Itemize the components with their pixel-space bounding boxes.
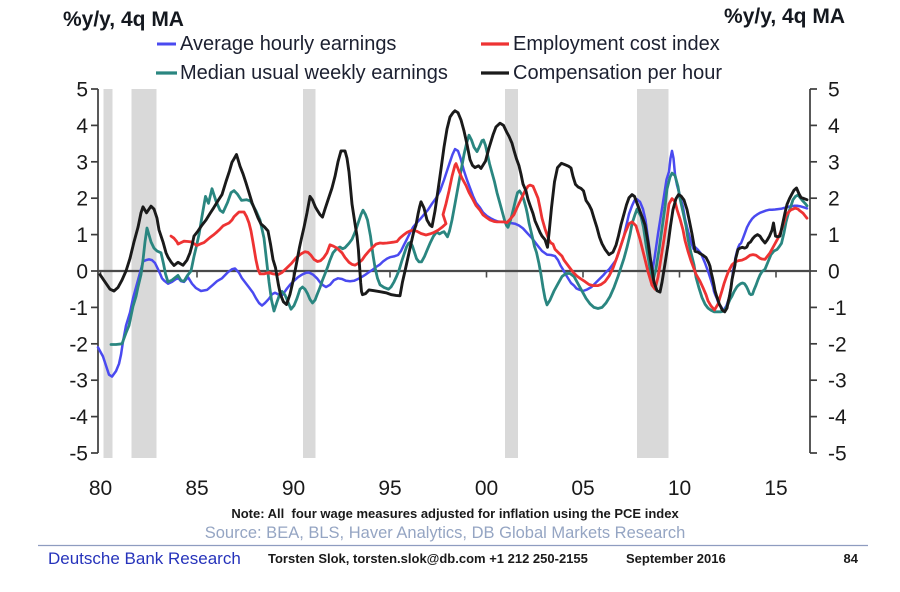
svg-text:%y/y, 4q MA: %y/y, 4q MA (63, 8, 184, 31)
svg-text:5: 5 (828, 79, 840, 102)
svg-text:-1: -1 (69, 297, 88, 320)
svg-text:4: 4 (76, 115, 88, 138)
svg-text:3: 3 (76, 151, 88, 174)
svg-text:05: 05 (571, 477, 594, 500)
svg-text:0: 0 (76, 261, 88, 284)
svg-text:%y/y, 4q MA: %y/y, 4q MA (724, 5, 845, 28)
svg-text:10: 10 (668, 477, 691, 500)
svg-text:September 2016: September 2016 (626, 551, 726, 566)
svg-text:Source: BEA, BLS, Haver Analyt: Source: BEA, BLS, Haver Analytics, DB Gl… (205, 524, 686, 542)
svg-text:-2: -2 (828, 333, 847, 356)
svg-text:90: 90 (282, 477, 305, 500)
svg-text:Compensation per hour: Compensation per hour (513, 62, 722, 84)
svg-text:-1: -1 (828, 297, 847, 320)
svg-text:-4: -4 (828, 406, 847, 429)
svg-text:Note: All four wage measures: Note: All four wage measures adjusted fo… (231, 506, 679, 521)
svg-text:2: 2 (76, 188, 88, 211)
svg-text:Employment cost index: Employment cost index (513, 33, 720, 55)
svg-text:-5: -5 (828, 443, 847, 466)
svg-text:-4: -4 (69, 406, 88, 429)
svg-text:Average hourly earnings: Average hourly earnings (180, 33, 396, 55)
svg-text:2: 2 (828, 188, 840, 211)
svg-text:80: 80 (89, 477, 112, 500)
svg-text:Torsten Slok, torsten.slok@db.: Torsten Slok, torsten.slok@db.com +1 212… (268, 551, 588, 566)
svg-text:4: 4 (828, 115, 840, 138)
svg-text:-5: -5 (69, 443, 88, 466)
svg-text:0: 0 (828, 261, 840, 284)
svg-text:-3: -3 (828, 370, 847, 393)
svg-text:1: 1 (76, 224, 88, 247)
svg-text:95: 95 (378, 477, 401, 500)
svg-text:15: 15 (764, 477, 787, 500)
svg-text:3: 3 (828, 151, 840, 174)
svg-text:Median usual weekly earnings: Median usual weekly earnings (180, 62, 448, 84)
svg-text:5: 5 (76, 79, 88, 102)
svg-text:85: 85 (185, 477, 208, 500)
svg-text:00: 00 (475, 477, 498, 500)
svg-text:-3: -3 (69, 370, 88, 393)
svg-text:1: 1 (828, 224, 840, 247)
svg-text:Deutsche Bank Research: Deutsche Bank Research (48, 549, 241, 568)
svg-text:-2: -2 (69, 333, 88, 356)
svg-text:84: 84 (844, 551, 859, 566)
